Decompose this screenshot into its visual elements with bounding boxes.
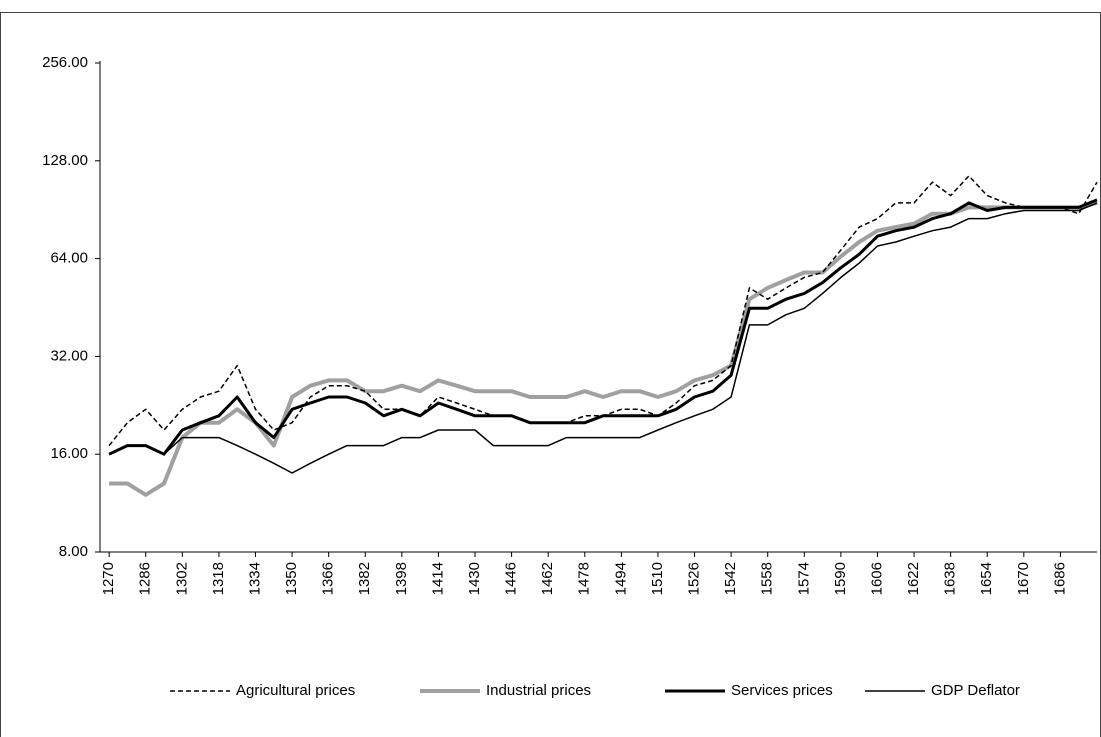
x-tick-label: 1590 <box>832 562 849 595</box>
x-tick-label: 1286 <box>137 562 154 595</box>
y-tick-label: 16.00 <box>50 445 88 462</box>
x-tick-label: 1478 <box>576 562 593 595</box>
y-tick-label: 128.00 <box>42 152 88 169</box>
legend-label: Industrial prices <box>486 682 591 699</box>
x-tick-label: 1334 <box>246 562 263 595</box>
x-tick-label: 1462 <box>539 562 556 595</box>
series-line <box>109 200 1098 497</box>
x-tick-label: 1414 <box>429 562 446 595</box>
legend-label: Agricultural prices <box>236 682 355 699</box>
series-line <box>108 198 1098 456</box>
x-tick-label: 1654 <box>978 562 995 595</box>
y-tick-label: 64.00 <box>50 250 88 267</box>
x-tick-label: 1686 <box>1051 562 1068 595</box>
series-line <box>108 202 1098 474</box>
frame <box>0 12 1101 737</box>
x-tick-label: 1606 <box>868 562 885 595</box>
x-tick-label: 1638 <box>942 562 959 595</box>
y-tick-label: 8.00 <box>59 543 88 560</box>
x-tick-label: 1302 <box>173 562 190 595</box>
x-tick-label: 1622 <box>905 562 922 595</box>
legend-label: Services prices <box>731 682 833 699</box>
x-tick-label: 1558 <box>759 562 776 595</box>
series-line <box>108 175 1098 447</box>
x-tick-label: 1350 <box>283 562 300 595</box>
x-tick-label: 1542 <box>722 562 739 595</box>
y-tick-label: 32.00 <box>50 347 88 364</box>
y-tick-label: 256.00 <box>42 54 88 71</box>
x-tick-label: 1574 <box>795 562 812 595</box>
x-tick-label: 1670 <box>1015 562 1032 595</box>
x-tick-label: 1430 <box>466 562 483 595</box>
x-tick-label: 1446 <box>503 562 520 595</box>
x-tick-label: 1382 <box>356 562 373 595</box>
x-tick-label: 1318 <box>210 562 227 595</box>
x-tick-label: 1366 <box>320 562 337 595</box>
x-tick-label: 1270 <box>100 562 117 595</box>
x-tick-label: 1510 <box>649 562 666 595</box>
x-tick-label: 1494 <box>612 562 629 595</box>
x-tick-label: 1398 <box>393 562 410 595</box>
x-tick-label: 1526 <box>686 562 703 595</box>
legend-label: GDP Deflator <box>931 682 1020 699</box>
